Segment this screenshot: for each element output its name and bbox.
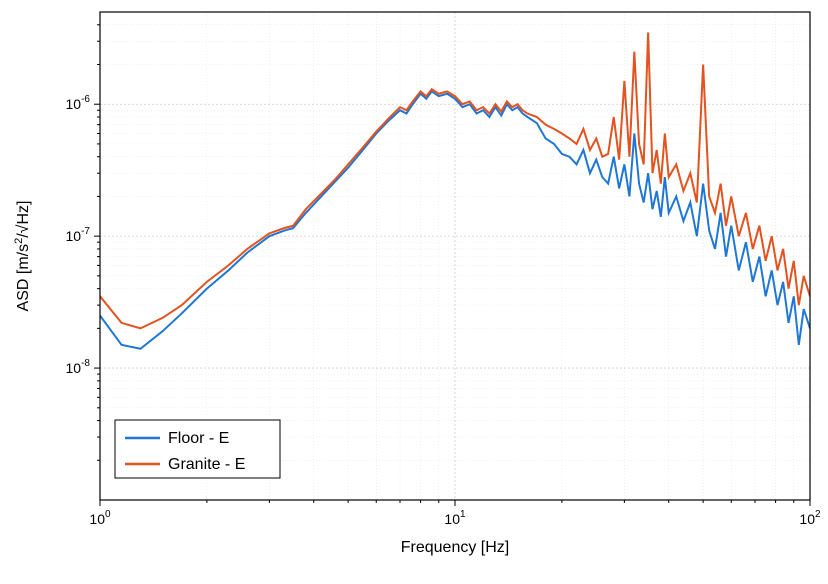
line-chart: 10010110210-810-710-6Frequency [Hz]ASD [… [0, 0, 828, 584]
legend-label: Floor - E [168, 430, 229, 447]
y-axis-label: ASD [m/s2/√Hz] [13, 201, 32, 312]
legend-label: Granite - E [168, 456, 245, 473]
x-axis-label: Frequency [Hz] [401, 539, 509, 556]
chart-container: 10010110210-810-710-6Frequency [Hz]ASD [… [0, 0, 828, 584]
